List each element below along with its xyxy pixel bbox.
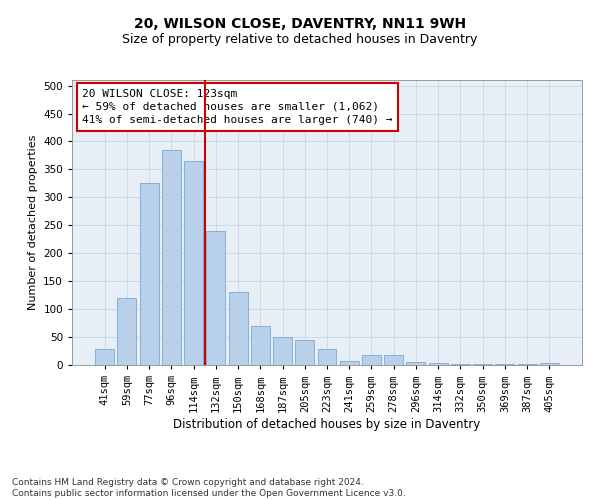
Bar (384, 355, 403, 365)
Bar (496, 364, 514, 365)
Bar (206, 231, 225, 365)
Y-axis label: Number of detached properties: Number of detached properties (28, 135, 38, 310)
Bar (362, 355, 381, 365)
Bar (451, 364, 470, 365)
Bar (429, 364, 448, 365)
X-axis label: Distribution of detached houses by size in Daventry: Distribution of detached houses by size … (173, 418, 481, 432)
Bar (273, 337, 292, 365)
Bar (140, 184, 158, 365)
Bar (406, 362, 425, 365)
Bar (518, 364, 536, 365)
Bar (118, 298, 136, 365)
Text: 20, WILSON CLOSE, DAVENTRY, NN11 9WH: 20, WILSON CLOSE, DAVENTRY, NN11 9WH (134, 18, 466, 32)
Bar (95, 350, 114, 365)
Bar (540, 363, 559, 365)
Text: Size of property relative to detached houses in Daventry: Size of property relative to detached ho… (122, 32, 478, 46)
Text: 20 WILSON CLOSE: 123sqm
← 59% of detached houses are smaller (1,062)
41% of semi: 20 WILSON CLOSE: 123sqm ← 59% of detache… (82, 88, 392, 125)
Bar (473, 364, 492, 365)
Bar (229, 292, 248, 365)
Bar (184, 161, 203, 365)
Text: Contains HM Land Registry data © Crown copyright and database right 2024.
Contai: Contains HM Land Registry data © Crown c… (12, 478, 406, 498)
Bar (317, 350, 337, 365)
Bar (295, 340, 314, 365)
Bar (162, 150, 181, 365)
Bar (340, 360, 359, 365)
Bar (251, 326, 270, 365)
